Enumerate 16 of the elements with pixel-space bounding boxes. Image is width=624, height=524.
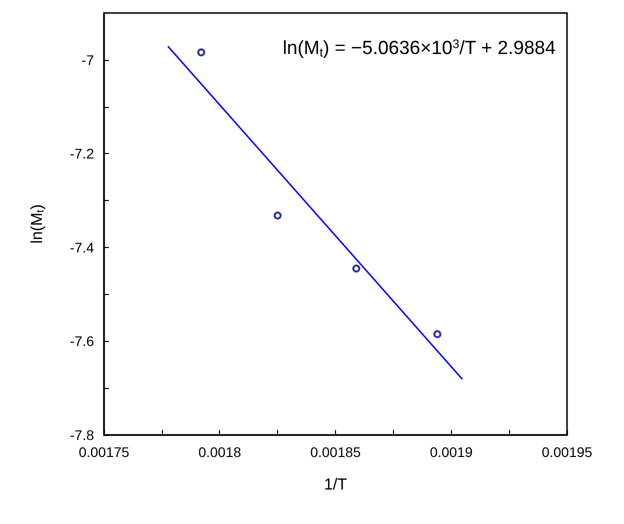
y-tick-label: -7.2 [70, 146, 94, 162]
point [197, 48, 206, 56]
x-tick-label: 0.0018 [198, 444, 242, 460]
y-tick-label: -7 [82, 52, 94, 68]
point [274, 212, 282, 220]
x-axis-title: 1/T [324, 476, 348, 494]
y-tick-label: -7.8 [70, 427, 94, 443]
point [433, 330, 442, 338]
x-tick-label: 0.0019 [430, 444, 473, 460]
y-axis-title: ln(Mt) [28, 204, 46, 244]
x-tick-label: 0.00195 [542, 444, 593, 460]
x-tick-label: 0.00185 [310, 444, 362, 460]
y-tick-label: -7.4 [70, 239, 94, 256]
x-tick-label: 0.00175 [78, 444, 130, 460]
point [352, 264, 360, 273]
y-tick-label: -7.6 [70, 333, 94, 350]
